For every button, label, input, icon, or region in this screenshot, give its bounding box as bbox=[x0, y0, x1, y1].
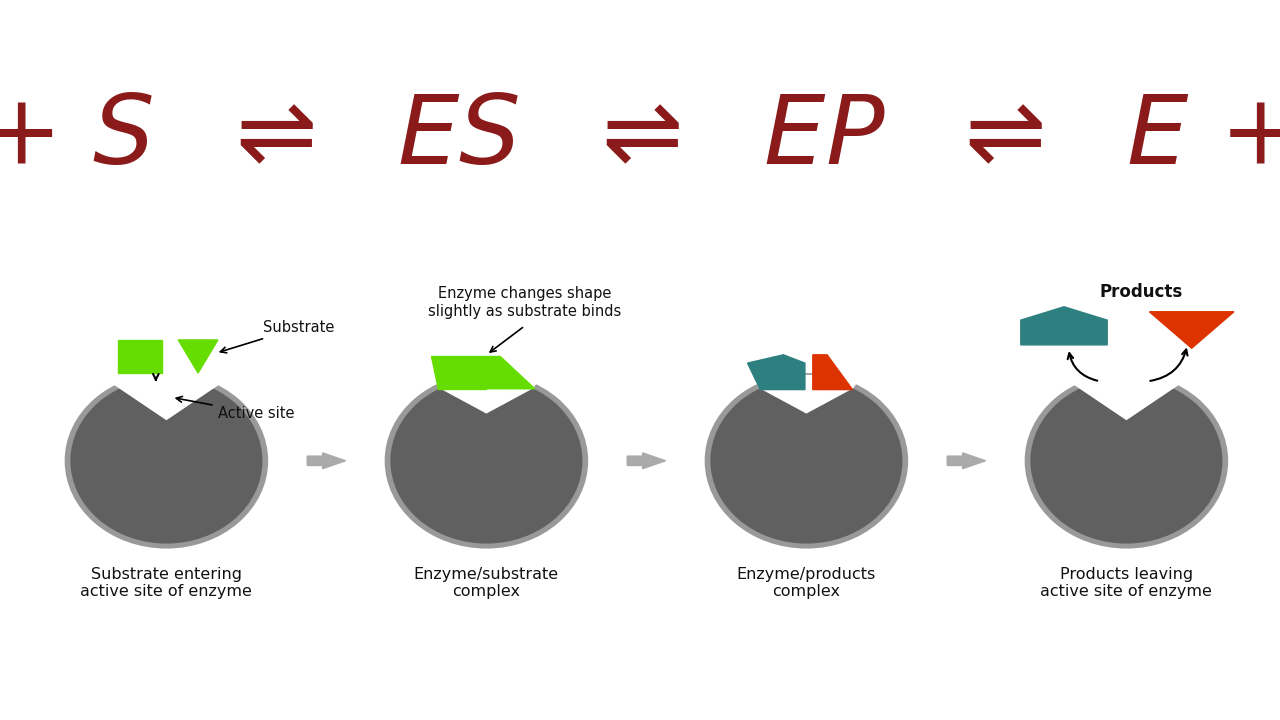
FancyArrow shape bbox=[627, 453, 666, 469]
Polygon shape bbox=[486, 356, 535, 389]
Ellipse shape bbox=[390, 378, 582, 544]
Ellipse shape bbox=[704, 373, 909, 549]
Ellipse shape bbox=[384, 373, 589, 549]
Polygon shape bbox=[118, 340, 163, 373]
Text: Products leaving
active site of enzyme: Products leaving active site of enzyme bbox=[1041, 567, 1212, 599]
Ellipse shape bbox=[1030, 378, 1222, 544]
Ellipse shape bbox=[710, 378, 902, 544]
Polygon shape bbox=[431, 356, 486, 389]
Polygon shape bbox=[178, 340, 218, 373]
Ellipse shape bbox=[64, 373, 269, 549]
Polygon shape bbox=[1149, 312, 1234, 348]
Polygon shape bbox=[1021, 307, 1107, 345]
FancyArrow shape bbox=[307, 453, 346, 469]
Text: Products: Products bbox=[1100, 283, 1183, 301]
Text: Enzyme/substrate
complex: Enzyme/substrate complex bbox=[413, 567, 559, 599]
FancyArrow shape bbox=[947, 453, 986, 469]
Text: Active site: Active site bbox=[177, 397, 294, 420]
Text: Substrate: Substrate bbox=[220, 320, 334, 353]
Polygon shape bbox=[97, 370, 236, 419]
Polygon shape bbox=[751, 376, 861, 413]
Polygon shape bbox=[431, 376, 541, 413]
Text: Enzyme changes shape
slightly as substrate binds: Enzyme changes shape slightly as substra… bbox=[429, 287, 621, 319]
Polygon shape bbox=[1057, 370, 1196, 419]
Ellipse shape bbox=[1025, 373, 1229, 549]
Ellipse shape bbox=[70, 378, 262, 544]
Text: Substrate entering
active site of enzyme: Substrate entering active site of enzyme bbox=[81, 567, 252, 599]
Text: $\mathit{E}$ + $\mathit{S}$  $\rightleftharpoons$  $\mathit{ES}$  $\rightlefthar: $\mathit{E}$ + $\mathit{S}$ $\rightlefth… bbox=[0, 90, 1280, 184]
Text: Enzyme/products
complex: Enzyme/products complex bbox=[737, 567, 876, 599]
Polygon shape bbox=[748, 355, 805, 390]
Polygon shape bbox=[813, 355, 852, 390]
